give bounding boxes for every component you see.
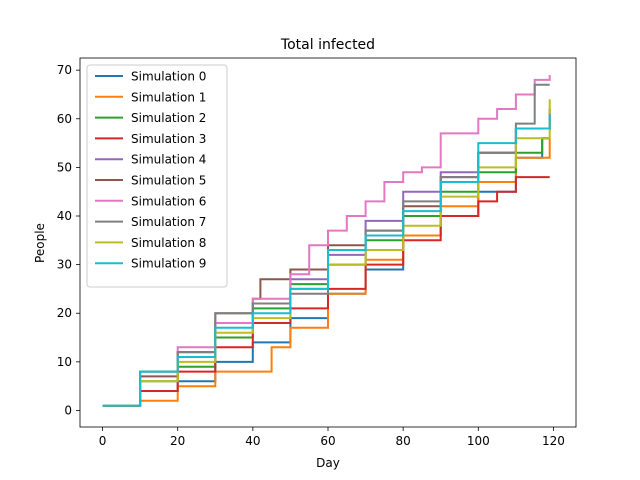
series-line-3 [102,176,550,407]
legend: Simulation 0 Simulation 1 Simulation 2 Simu… [86,64,228,288]
y-axis-label: People [33,223,47,263]
legend-label-4: Simulation 4 [131,153,206,167]
series-line-9 [102,113,551,407]
x-tick-label: 20 [170,434,185,448]
y-tick-label: 70 [57,63,72,77]
y-tick-label: 40 [57,209,72,223]
x-tick-label: 0 [99,434,107,448]
y-axis-ticks: 0 10 20 30 40 50 60 70 [57,63,80,417]
legend-label-7: Simulation 7 [131,215,206,229]
y-tick-label: 10 [57,355,72,369]
x-tick-label: 120 [542,434,565,448]
y-tick-label: 60 [57,112,72,126]
legend-label-2: Simulation 2 [131,111,206,125]
legend-label-9: Simulation 9 [131,257,206,271]
y-tick-label: 20 [57,306,72,320]
legend-label-5: Simulation 5 [131,174,206,188]
x-tick-label: 60 [320,434,335,448]
x-tick-label: 100 [467,434,490,448]
legend-label-6: Simulation 6 [131,194,206,208]
legend-label-0: Simulation 0 [131,70,206,84]
legend-box [86,64,228,288]
y-tick-label: 50 [57,160,72,174]
series-line-6 [102,75,551,407]
plot-lines [102,75,551,407]
y-tick-label: 30 [57,258,72,272]
x-axis-label: Day [316,456,340,470]
y-tick-label: 0 [64,403,72,417]
legend-label-3: Simulation 3 [131,132,206,146]
x-axis-ticks: 0 20 40 60 80 100 120 [99,427,565,448]
x-tick-label: 40 [245,434,260,448]
legend-label-8: Simulation 8 [131,236,206,250]
legend-label-1: Simulation 1 [131,90,206,104]
chart-title: Total infected [280,37,375,53]
x-tick-label: 80 [396,434,411,448]
series-line-1 [102,138,551,407]
